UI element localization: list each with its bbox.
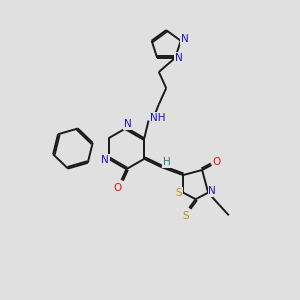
Text: S: S — [176, 188, 182, 198]
Text: N: N — [175, 53, 183, 63]
Text: N: N — [181, 34, 188, 44]
Text: S: S — [182, 211, 189, 221]
Text: N: N — [208, 186, 216, 196]
Text: O: O — [113, 183, 122, 193]
Text: N: N — [101, 155, 109, 165]
Text: NH: NH — [151, 113, 166, 123]
Text: N: N — [124, 119, 132, 129]
Text: H: H — [163, 157, 170, 167]
Text: O: O — [213, 157, 221, 167]
